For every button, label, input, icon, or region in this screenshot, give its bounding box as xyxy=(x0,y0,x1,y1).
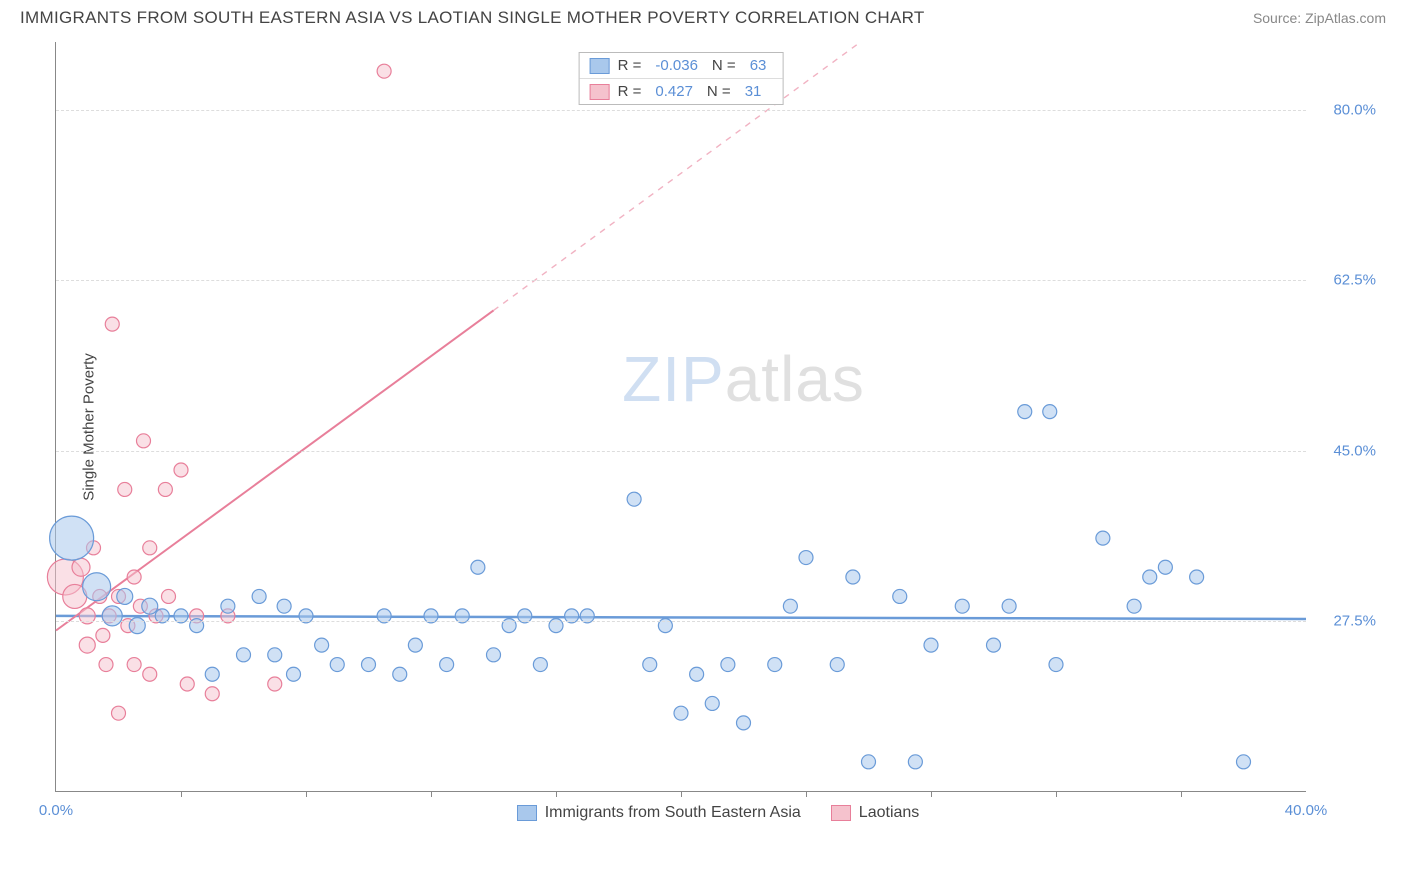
y-tick-label: 62.5% xyxy=(1333,272,1376,289)
legend-row-series-1: R = -0.036 N = 63 xyxy=(580,53,783,79)
swatch-series-2 xyxy=(590,84,610,100)
correlation-legend: R = -0.036 N = 63 R = 0.427 N = 31 xyxy=(579,52,784,105)
legend-n-label: N = xyxy=(707,83,731,100)
legend-bottom: Immigrants from South Eastern Asia Laoti… xyxy=(50,804,1386,822)
y-tick-label: 27.5% xyxy=(1333,612,1376,629)
legend-row-series-2: R = 0.427 N = 31 xyxy=(580,79,783,104)
legend-n-value-1: 63 xyxy=(744,57,773,74)
scatter-svg xyxy=(56,42,1306,791)
y-tick-label: 80.0% xyxy=(1333,102,1376,119)
legend-bottom-item-1: Immigrants from South Eastern Asia xyxy=(517,804,801,822)
plot-region: ZIPatlas R = -0.036 N = 63 R = 0.427 N =… xyxy=(55,42,1306,792)
y-tick-label: 45.0% xyxy=(1333,442,1376,459)
swatch-series-1 xyxy=(590,58,610,74)
chart-source: Source: ZipAtlas.com xyxy=(1253,10,1386,26)
chart-title: IMMIGRANTS FROM SOUTH EASTERN ASIA VS LA… xyxy=(20,8,925,28)
swatch-series-1 xyxy=(517,805,537,821)
legend-r-label: R = xyxy=(618,57,642,74)
swatch-series-2 xyxy=(831,805,851,821)
chart-area: Single Mother Poverty ZIPatlas R = -0.03… xyxy=(50,32,1386,822)
legend-r-value-1: -0.036 xyxy=(649,57,704,74)
legend-label-2: Laotians xyxy=(859,804,920,822)
legend-n-value-2: 31 xyxy=(739,83,768,100)
legend-bottom-item-2: Laotians xyxy=(831,804,920,822)
legend-n-label: N = xyxy=(712,57,736,74)
legend-r-label: R = xyxy=(618,83,642,100)
legend-label-1: Immigrants from South Eastern Asia xyxy=(545,804,801,822)
legend-r-value-2: 0.427 xyxy=(649,83,699,100)
chart-header: IMMIGRANTS FROM SOUTH EASTERN ASIA VS LA… xyxy=(0,0,1406,32)
